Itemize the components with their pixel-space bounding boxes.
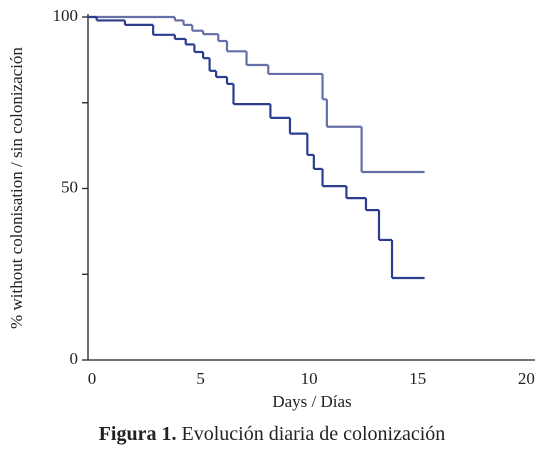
- y-axis-label: % without colonisation / sin colonizació…: [7, 47, 26, 329]
- y-tick-label: 0: [70, 349, 79, 368]
- x-axis-label: Days / Días: [272, 392, 351, 411]
- x-tick-label: 5: [196, 369, 205, 388]
- y-tick-label: 100: [53, 6, 79, 25]
- y-tick-label: 50: [61, 177, 78, 196]
- caption: Figura 1. Evolución diaria de colonizaci…: [99, 423, 446, 445]
- x-tick-label: 15: [409, 369, 426, 388]
- x-tick-label: 0: [88, 369, 97, 388]
- caption-label: Figura 1.: [99, 423, 177, 445]
- x-tick-label: 10: [301, 369, 318, 388]
- caption-text: Evolución diaria de colonización: [181, 423, 445, 445]
- x-tick-label: 20: [518, 369, 535, 388]
